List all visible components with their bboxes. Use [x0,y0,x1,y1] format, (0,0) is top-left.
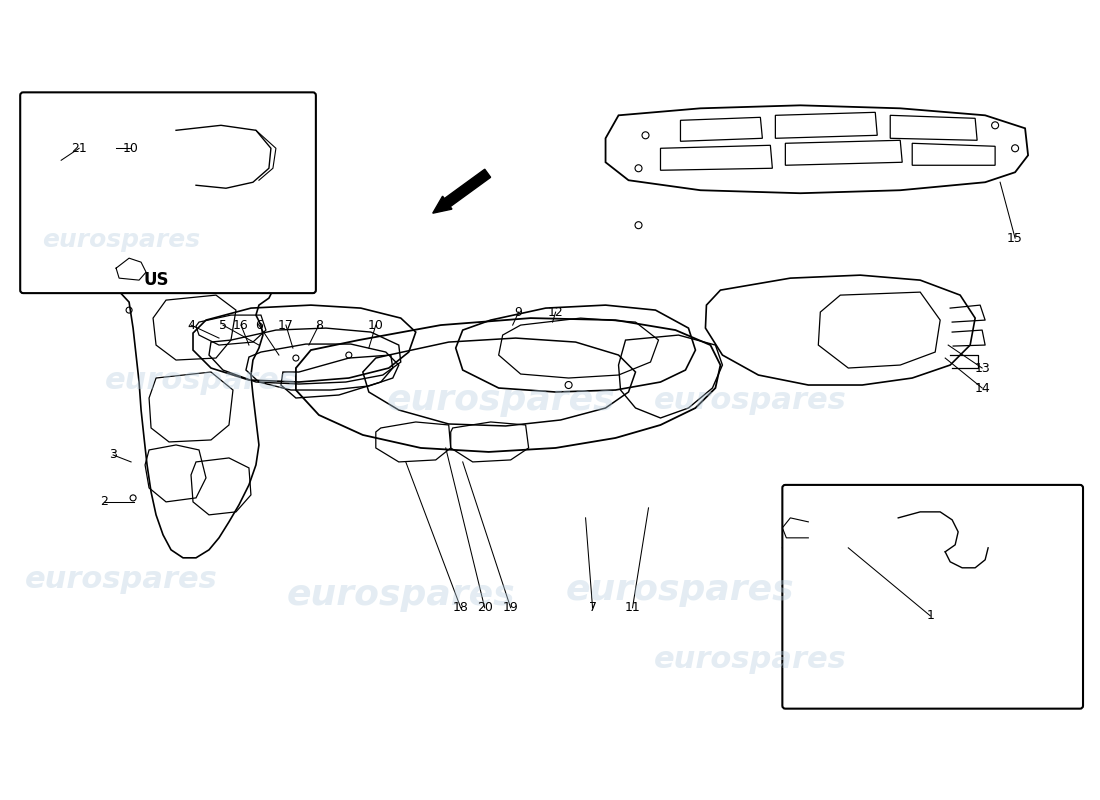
Text: 3: 3 [109,449,117,462]
Text: 15: 15 [1008,232,1023,245]
Text: eurospares: eurospares [654,646,847,674]
Text: eurospares: eurospares [42,228,200,252]
Text: 14: 14 [975,382,990,394]
FancyArrow shape [432,170,491,214]
Text: 20: 20 [476,602,493,614]
Text: 16: 16 [233,318,249,331]
Text: eurospares: eurospares [654,386,847,414]
FancyArrow shape [825,642,861,680]
Text: 11: 11 [625,602,640,614]
Text: 12: 12 [548,306,563,318]
Text: 17: 17 [278,318,294,331]
Text: US: US [143,271,168,289]
Text: 6: 6 [255,318,263,331]
FancyBboxPatch shape [782,485,1084,709]
Text: eurospares: eurospares [286,578,515,612]
FancyBboxPatch shape [20,92,316,293]
Text: eurospares: eurospares [566,573,795,606]
Text: 5: 5 [219,318,227,331]
Text: 19: 19 [503,602,518,614]
Text: eurospares: eurospares [386,383,615,417]
Text: 8: 8 [315,318,323,331]
Text: 10: 10 [367,318,384,331]
Text: 13: 13 [975,362,990,374]
Text: 10: 10 [123,142,139,154]
Text: eurospares: eurospares [24,566,218,594]
Text: 7: 7 [588,602,596,614]
Text: 18: 18 [453,602,469,614]
Text: 4: 4 [187,318,195,331]
Text: 9: 9 [515,306,522,318]
Text: eurospares: eurospares [104,366,297,394]
Text: 1: 1 [926,610,934,622]
Text: 21: 21 [72,142,87,154]
Text: 2: 2 [100,495,108,508]
